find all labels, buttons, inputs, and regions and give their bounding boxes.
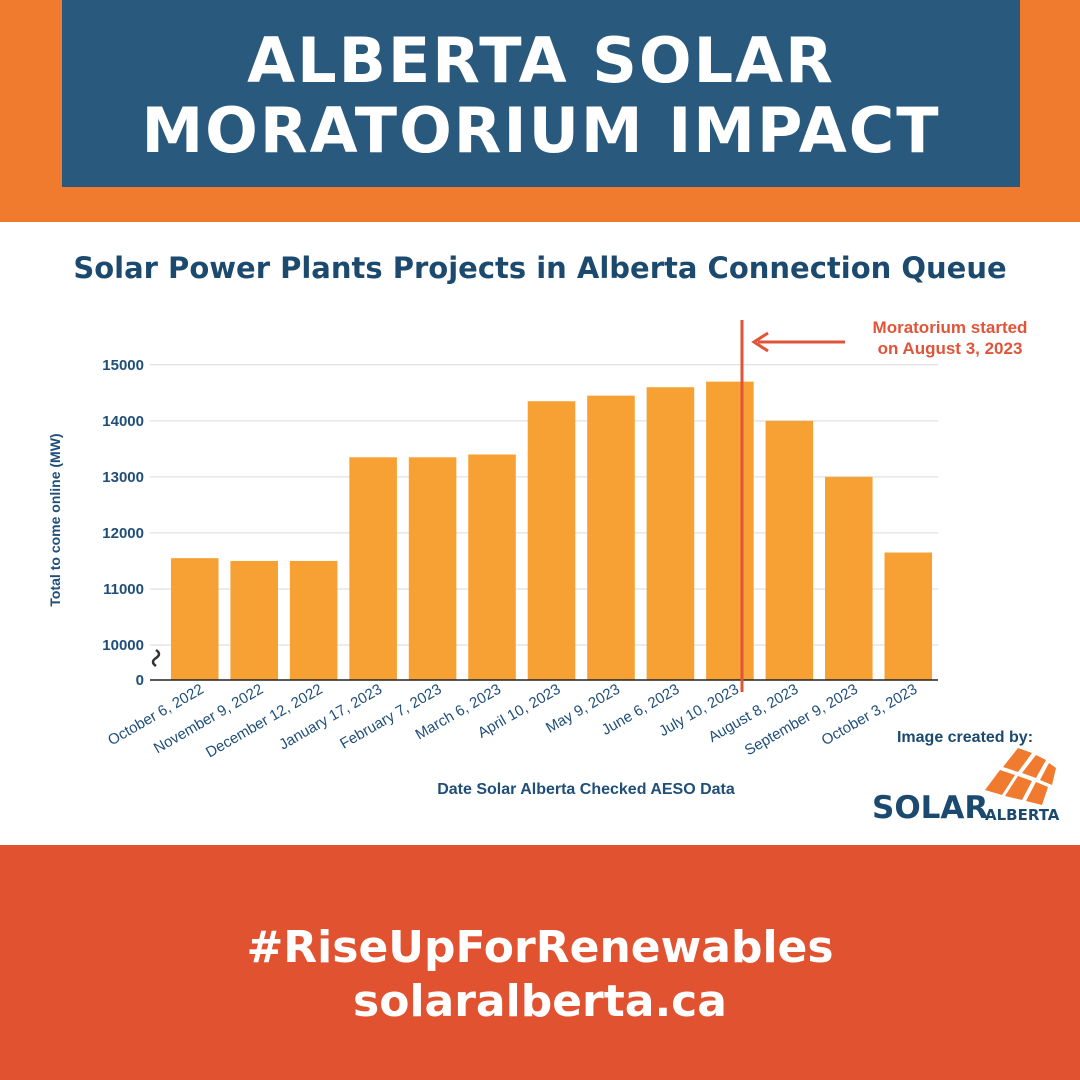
bar [527,401,576,680]
annotation: Moratorium started [873,318,1028,337]
bar [706,381,754,680]
bar [587,395,635,680]
credit-text: Image created by: [897,729,1033,746]
y-tick-label: 0 [136,672,144,689]
title-line: MORATORIUM IMPACT [141,94,940,167]
header-box [62,0,1020,187]
y-tick-label: 13000 [102,469,144,486]
y-tick-label: 12000 [102,525,144,542]
title-line: ALBERTA SOLAR [247,24,835,97]
y-tick-label: 15000 [102,357,144,374]
bar [884,552,933,680]
hashtag: #RiseUpForRenewables [246,922,833,973]
logo-text: SOLAR [872,790,988,826]
logo-icon [985,748,1056,805]
annotation: on August 3, 2023 [878,339,1023,358]
y-tick-label: 11000 [103,581,144,598]
x-tick-label: January 17, 2023 [276,681,385,754]
bar [230,560,278,680]
bar [646,387,695,680]
bar [765,420,814,680]
y-tick-label: 10000 [102,637,144,654]
footer-band [0,845,1080,1080]
y-axis-title: Total to come online (MW) [47,433,63,606]
arrow-head [751,331,769,353]
url: solaralberta.ca [353,976,727,1027]
x-axis-title: Date Solar Alberta Checked AESO Data [437,781,735,798]
y-tick-label: 14000 [102,413,144,430]
bar [825,476,873,680]
bar [349,457,397,680]
bar [289,560,338,680]
bar [408,457,457,680]
logo-subtext: ALBERTA [985,806,1060,824]
chart-title: Solar Power Plants Projects in Alberta C… [73,251,1006,285]
x-tick-label: February 7, 2023 [337,681,444,753]
bar [468,454,516,680]
axis-break [151,648,161,668]
bar [170,558,219,680]
